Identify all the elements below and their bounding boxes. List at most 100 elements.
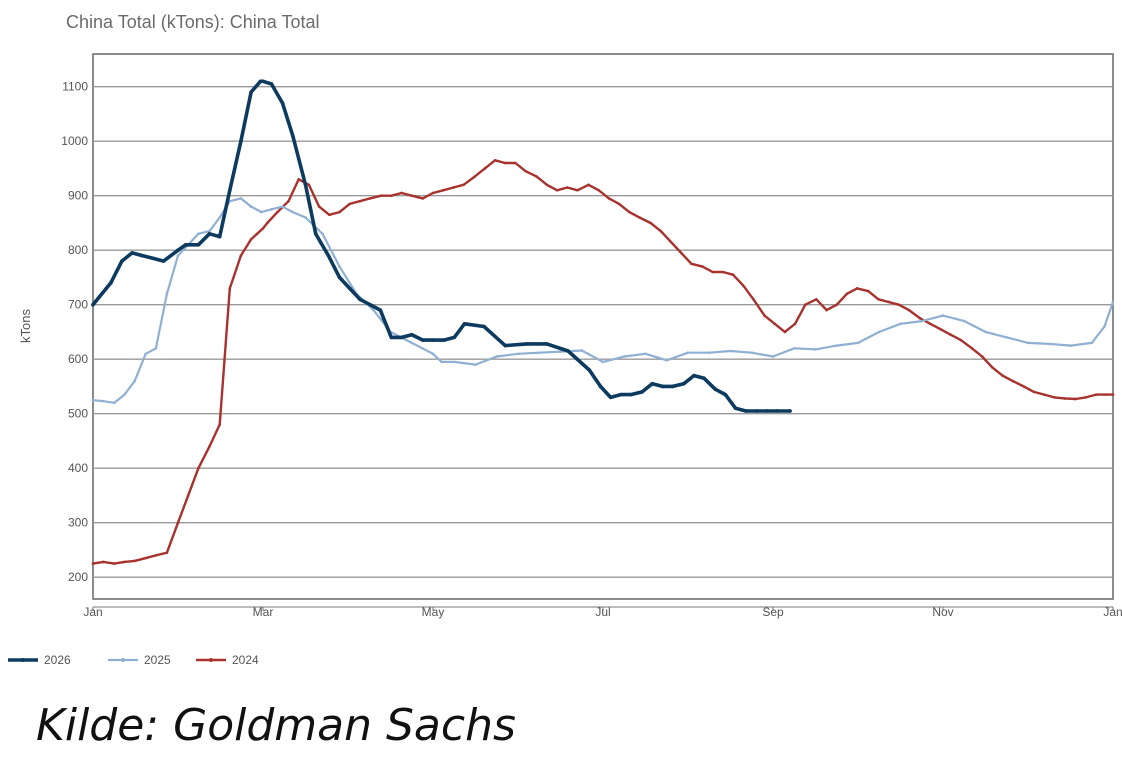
data-point [1001,374,1004,377]
data-point [607,197,611,200]
data-point [307,183,311,187]
data-point [601,360,605,364]
data-point [731,273,735,277]
data-point [228,188,232,193]
data-point [495,355,499,358]
data-point [702,376,706,381]
data-point [287,199,290,203]
data-point [112,401,116,405]
data-point [208,229,211,233]
data-point [399,335,404,340]
data-point [280,101,285,105]
data-point [482,324,486,329]
data-point [338,265,341,268]
data-point [980,355,984,358]
y-tick-label-300: 300 [68,516,88,530]
data-point [640,390,644,394]
data-point [326,253,331,258]
data-point [733,406,738,411]
data-point [297,178,301,181]
y-axis-label: kTons [18,309,33,343]
data-point [239,139,243,143]
series-line-2025 [91,197,1115,404]
data-point [1026,341,1030,345]
data-point [91,398,95,402]
data-point [686,351,690,354]
data-point [835,303,839,307]
data-point [701,265,704,268]
data-point [409,332,414,337]
data-point [281,205,284,208]
data-point [291,210,295,214]
data-point [183,242,188,247]
data-point [750,351,754,354]
data-point [899,322,902,326]
data-point [792,347,796,350]
data-point [659,229,663,233]
legend-label-2024: 2024 [232,653,259,667]
data-point [440,360,443,364]
data-point [793,322,797,326]
data-point [1094,393,1098,396]
data-point [537,351,541,354]
data-point [765,409,769,413]
y-tick-label-800: 800 [68,243,88,257]
data-point [410,341,414,345]
data-point [249,205,253,208]
data-point [1069,344,1072,347]
data-point [962,319,966,323]
data-point [619,392,623,397]
data-point [1104,393,1108,396]
data-point [431,338,435,342]
y-tick-label-1000: 1000 [61,134,88,148]
data-point [617,202,621,206]
plot-area [92,53,1114,600]
data-point [576,188,579,192]
data-point [493,158,497,162]
data-point [196,242,201,247]
data-point [483,167,487,170]
data-point [598,384,603,389]
data-point [814,348,817,351]
data-point [650,381,655,386]
data-point [788,409,792,413]
data-point [752,297,755,301]
data-point [941,314,945,317]
data-point [348,202,352,206]
data-point [123,393,126,396]
data-point [692,373,696,378]
data-point [154,554,158,557]
data-point [379,194,383,197]
data-point [690,262,693,266]
data-point [721,270,725,274]
data-point [389,335,394,340]
data-point [1047,342,1051,346]
data-point [1111,393,1115,396]
series-markers-2025 [91,197,1115,405]
data-point [597,188,601,192]
data-point [783,330,787,334]
data-point [462,183,465,187]
data-point [670,384,675,389]
chart-title: China Total (kTons): China Total [66,12,320,32]
data-point [1005,336,1009,339]
data-point [959,338,963,342]
data-point [328,213,331,217]
data-point [165,551,169,554]
data-point [337,275,342,280]
data-point [421,338,425,342]
data-point [474,363,477,366]
y-tick-label-700: 700 [68,298,88,312]
line-chart: 200 300 400 500 600 700 800 900 1000 1100 Jan Mar M… [8,53,1122,667]
data-point [669,240,673,244]
legend-label-2025: 2025 [144,653,171,667]
data-point [304,216,307,219]
data-point [101,560,105,564]
data-point [218,216,221,219]
data-point [587,368,592,372]
data-point [91,562,95,565]
data-point [866,289,870,293]
data-point [101,399,105,403]
data-point [559,350,562,353]
data-point [741,284,745,287]
